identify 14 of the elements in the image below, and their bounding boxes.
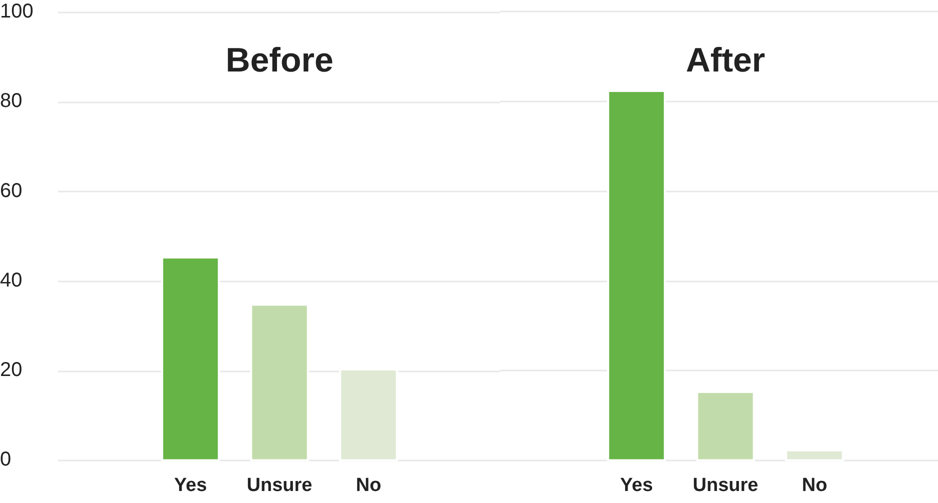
y-tick-label: 40 — [0, 269, 22, 292]
y-tick-label: 0 — [0, 448, 12, 471]
x-tick-label: No — [356, 474, 382, 496]
x-tick-label: Unsure — [246, 474, 312, 496]
x-tick-label: Unsure — [692, 474, 758, 496]
y-tick-label: 100 — [0, 0, 34, 23]
y-tick-label: 60 — [0, 180, 22, 202]
text: Before — [226, 41, 334, 80]
x-tick-label: No — [802, 474, 828, 496]
y-tick-label: 80 — [0, 90, 22, 112]
x-tick-label: Yes — [620, 474, 653, 496]
x-tick-label: Yes — [174, 474, 207, 496]
y-tick-label: 20 — [0, 359, 22, 382]
text: After — [686, 41, 766, 80]
